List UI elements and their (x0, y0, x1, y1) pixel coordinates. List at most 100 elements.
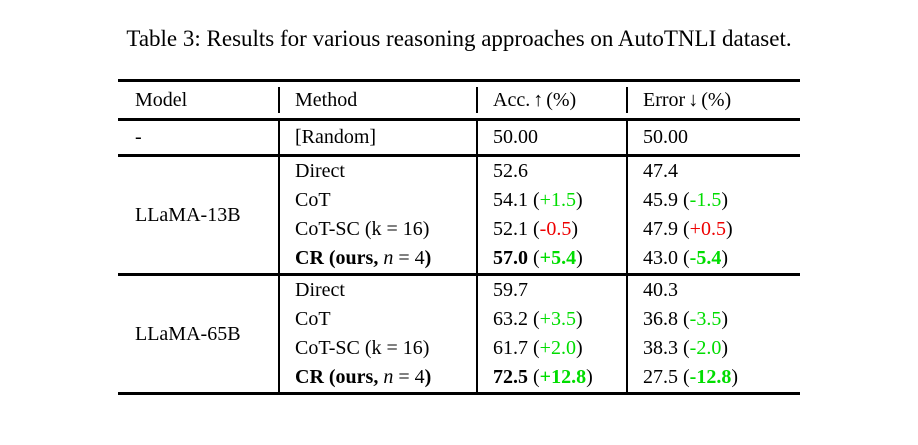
accuracy-cell: 50.00 (493, 121, 626, 154)
error-cell: 36.8 (-3.5) (643, 308, 729, 330)
delta-value: +1.5 (539, 189, 576, 211)
error-cell: 47.9 (+0.5) (643, 218, 733, 240)
error-cell: 47.4 (643, 157, 800, 186)
metric-value: 54.1 (493, 189, 528, 211)
error-cell: 27.5 (-12.8) (643, 366, 739, 388)
metric-value: 47.4 (643, 160, 678, 182)
delta-value: +3.5 (539, 308, 576, 330)
col-header: Method (278, 87, 476, 113)
accuracy-column: 50.00 (476, 121, 626, 154)
method-text: CoT (295, 308, 331, 330)
col-header: Acc. ↑ (%) (476, 87, 626, 113)
delta-value: -12.8 (689, 366, 732, 388)
metric-value: 36.8 (643, 308, 678, 330)
metric-value: 47.9 (643, 218, 678, 240)
metric-value: 38.3 (643, 337, 678, 359)
error-cell: 40.3 (643, 276, 800, 305)
delta-value: -3.5 (689, 308, 722, 330)
method-cell: Direct (295, 276, 476, 305)
rule-top (118, 79, 800, 82)
method-text: CoT-SC (k = 16) (295, 337, 430, 359)
error-cell: 50.00 (643, 121, 800, 154)
accuracy-cell: 72.5 (+12.8) (493, 366, 593, 388)
method-text: CR (ours, (295, 366, 384, 388)
model-cell: LLaMA-65B (118, 276, 278, 392)
rule-bottom (118, 392, 800, 395)
metric-value: 50.00 (643, 126, 688, 148)
metric-value: 52.1 (493, 218, 528, 240)
metric-value: 27.5 (643, 366, 678, 388)
method-text: ) (424, 247, 432, 269)
col-header-unit: (%) (546, 89, 577, 111)
col-header: Model (118, 87, 278, 113)
accuracy-cell: 54.1 (+1.5) (493, 189, 583, 211)
error-column: 47.4 45.9 (-1.5) 47.9 (+0.5) 43.0 (-5.4) (626, 157, 800, 273)
delta-value: +12.8 (539, 366, 587, 388)
method-text: Direct (295, 160, 345, 182)
table-body: - [Random] 50.00 50.00 LLaMA-13B Direct CoT CoT… (118, 121, 800, 395)
results-table: Model Method Acc. ↑ (%) Error ↓ (%) - [Random] 50… (118, 79, 800, 395)
method-cell: CoT-SC (k = 16) (295, 334, 476, 363)
model-cell: LLaMA-13B (118, 157, 278, 273)
error-column: 50.00 (626, 121, 800, 154)
method-cell: CoT (295, 305, 476, 334)
metric-value: 57.0 (493, 247, 528, 269)
delta-value: -1.5 (689, 189, 722, 211)
method-cell: CoT (295, 186, 476, 215)
accuracy-cell: 61.7 (+2.0) (493, 337, 583, 359)
col-header-label: Error (643, 89, 686, 111)
model-label: LLaMA-13B (135, 203, 241, 226)
method-cell: CR (ours, n = 4) (295, 363, 476, 392)
rule-group-separator (118, 154, 800, 157)
table-group: LLaMA-13B Direct CoT CoT-SC (k = 16) CR (our… (118, 157, 800, 273)
table-group: LLaMA-65B Direct CoT CoT-SC (k = 16) CR (our… (118, 276, 800, 392)
method-text: [Random] (295, 126, 377, 148)
method-text: n (383, 366, 394, 388)
method-text: = 4 (393, 366, 425, 388)
method-column: Direct CoT CoT-SC (k = 16) CR (ours, n = 4) (278, 276, 476, 392)
method-column: [Random] (278, 121, 476, 154)
up-arrow-icon: ↑ (533, 89, 544, 111)
delta-value: -5.4 (689, 247, 722, 269)
header-row: Model Method Acc. ↑ (%) Error ↓ (%) (118, 82, 800, 118)
method-cell: CR (ours, n = 4) (295, 244, 476, 273)
method-text: = 4 (393, 247, 425, 269)
error-cell: 43.0 (-5.4) (643, 247, 729, 269)
accuracy-cell: 63.2 (+3.5) (493, 308, 583, 330)
method-text: n (383, 247, 394, 269)
method-cell: Direct (295, 157, 476, 186)
down-arrow-icon: ↓ (688, 89, 699, 111)
accuracy-cell: 52.6 (493, 157, 626, 186)
method-text: Direct (295, 279, 345, 301)
col-header: Error ↓ (%) (626, 87, 800, 113)
error-cell: 38.3 (-2.0) (643, 337, 729, 359)
accuracy-cell: 57.0 (+5.4) (493, 247, 583, 269)
method-text: ) (424, 366, 432, 388)
metric-value: 72.5 (493, 366, 528, 388)
method-column: Direct CoT CoT-SC (k = 16) CR (ours, n = 4) (278, 157, 476, 273)
delta-value: +2.0 (539, 337, 576, 359)
delta-value: -0.5 (539, 218, 572, 240)
method-text: CR (ours, (295, 247, 384, 269)
delta-value: +0.5 (689, 218, 726, 240)
delta-value: +5.4 (539, 247, 577, 269)
accuracy-cell: 59.7 (493, 276, 626, 305)
col-header-label: Model (135, 89, 188, 111)
model-cell: - (118, 126, 278, 149)
method-cell: [Random] (295, 121, 476, 154)
accuracy-cell: 52.1 (-0.5) (493, 218, 579, 240)
col-header-label: Method (295, 89, 358, 111)
error-column: 40.3 36.8 (-3.5) 38.3 (-2.0) 27.5 (-12.8) (626, 276, 800, 392)
model-label: LLaMA-65B (135, 322, 241, 345)
metric-value: 45.9 (643, 189, 678, 211)
model-label: - (135, 126, 142, 148)
metric-value: 61.7 (493, 337, 528, 359)
table-caption: Table 3: Results for various reasoning a… (126, 26, 792, 51)
accuracy-column: 52.6 54.1 (+1.5) 52.1 (-0.5) 57.0 (+5.4) (476, 157, 626, 273)
metric-value: 52.6 (493, 160, 528, 182)
metric-value: 63.2 (493, 308, 528, 330)
table-group: - [Random] 50.00 50.00 (118, 121, 800, 154)
method-text: CoT (295, 189, 331, 211)
metric-value: 50.00 (493, 126, 538, 148)
metric-value: 40.3 (643, 279, 678, 301)
